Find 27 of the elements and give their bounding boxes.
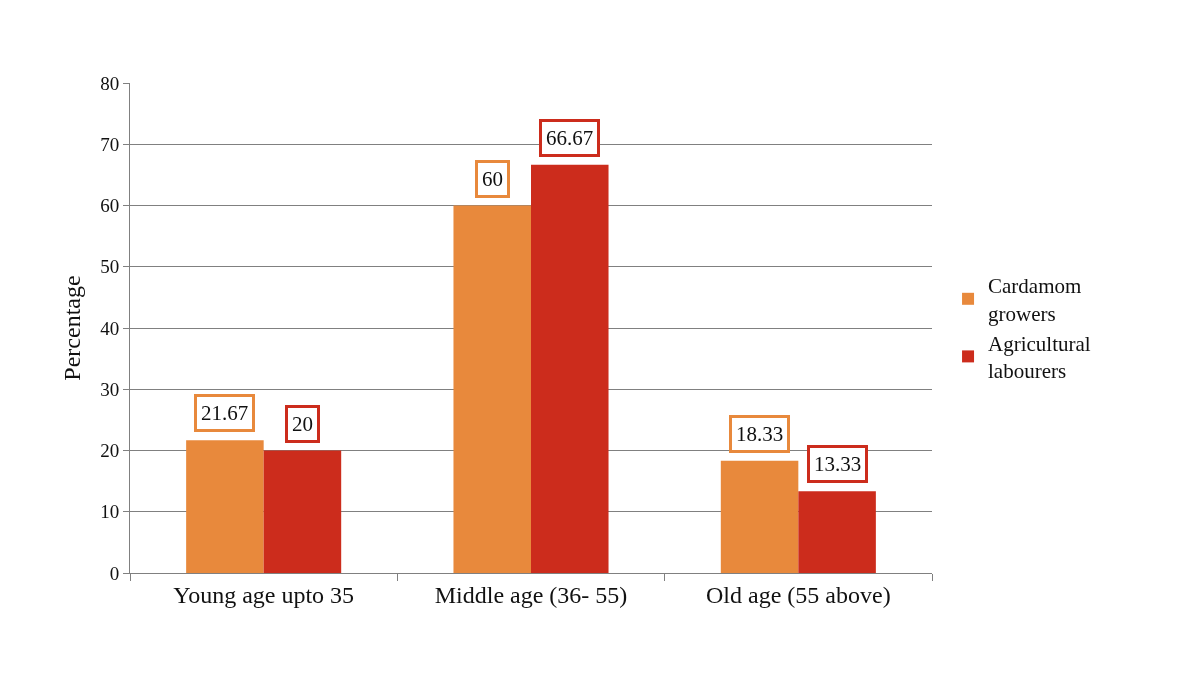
data-label: 18.33 [736,422,784,446]
y-tick-label: 10 [100,501,120,523]
bar [720,460,799,573]
y-tick-label: 80 [100,72,120,94]
data-label: 66.67 [546,126,594,150]
legend-label: Agricultural labourers [988,331,1091,384]
bar [263,450,342,573]
bar [798,491,876,573]
y-tick-label: 70 [100,133,120,155]
bar [186,440,264,573]
y-axis-title: Percentage [59,275,86,381]
y-tick-label: 0 [109,562,120,584]
x-tick-label: Young age upto 35 [173,581,355,608]
data-label: 20 [292,412,313,436]
y-tick-label: 30 [100,378,120,400]
data-label: 13.33 [814,452,862,476]
data-label: 60 [482,167,503,191]
y-tick-label: 50 [100,256,120,278]
y-tick-label: 60 [100,195,120,217]
bar [453,205,531,573]
bar [531,164,609,573]
x-tick-label: Middle age (36- 55) [434,581,628,608]
x-tick-label: Old age (55 above) [706,581,891,608]
data-label: 21.67 [201,401,249,425]
y-tick-label: 20 [100,440,120,462]
legend-label: Cardamom growers [988,274,1082,326]
y-tick-label: 40 [100,317,120,339]
